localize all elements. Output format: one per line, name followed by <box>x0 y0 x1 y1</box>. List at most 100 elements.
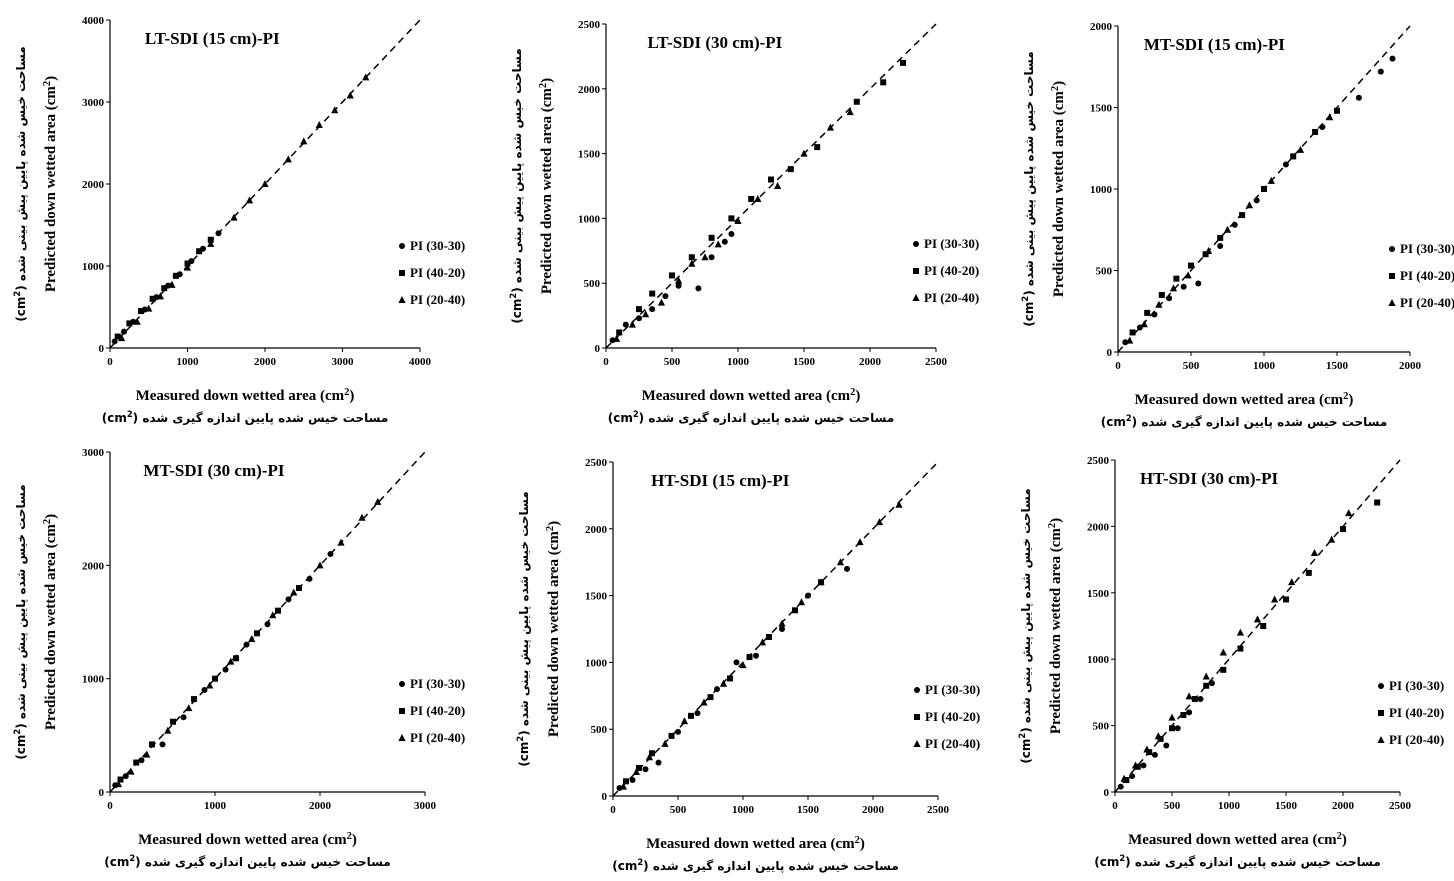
chart-title: HT-SDI (30 cm)-PI <box>1140 469 1279 488</box>
y-tick-label: 1000 <box>1087 654 1110 666</box>
data-point <box>145 304 153 312</box>
data-point <box>1166 295 1173 302</box>
data-point <box>778 619 786 627</box>
y-axis-label: Predicted down wetted area (cm2) <box>545 521 563 737</box>
data-point <box>754 194 762 202</box>
data-point <box>1202 251 1209 258</box>
series-square <box>1123 499 1381 784</box>
data-point <box>233 655 239 662</box>
data-point <box>1158 291 1165 298</box>
data-point <box>657 298 666 306</box>
legend-item: PI (30-30) <box>399 238 465 253</box>
data-point <box>805 592 811 599</box>
legend-item: PI (40-20) <box>914 709 980 724</box>
x-tick-label: 1000 <box>727 356 750 368</box>
legend-marker <box>914 687 920 693</box>
data-point <box>645 753 653 761</box>
x-axis-label-fa: مساحت خیس شده پایین اندازه گیری شده (cm2… <box>608 409 895 425</box>
legend-label: PI (30-30) <box>925 682 980 697</box>
data-point <box>728 215 735 222</box>
data-point <box>619 782 627 790</box>
data-point <box>895 500 903 508</box>
data-point <box>688 254 695 261</box>
y-axis-label-fa: مساحت خیس شده پایین پیش بینی شده (cm2) <box>1017 488 1033 763</box>
y-tick-label: 500 <box>1093 721 1110 733</box>
series-square <box>616 59 906 336</box>
data-point <box>800 149 808 157</box>
data-point <box>728 230 735 237</box>
legend-label: PI (20-40) <box>925 736 980 751</box>
data-point <box>846 108 854 116</box>
data-point <box>1197 696 1204 703</box>
y-tick-label: 1500 <box>1087 588 1110 600</box>
data-point <box>222 666 229 673</box>
data-point <box>122 773 129 780</box>
legend-label: PI (20-40) <box>410 730 465 745</box>
data-point <box>616 329 623 336</box>
data-point <box>779 626 785 632</box>
x-tick-label: 1000 <box>1253 360 1276 372</box>
data-point <box>1168 713 1176 721</box>
data-point <box>669 272 675 279</box>
data-point <box>161 285 168 292</box>
legend-label: PI (20-40) <box>410 292 465 307</box>
data-point <box>1140 762 1147 769</box>
y-tick-label: 2000 <box>82 560 105 572</box>
legend-item: PI (20-40) <box>1388 295 1454 310</box>
y-tick-label: 2000 <box>578 84 601 96</box>
data-point <box>1328 535 1336 543</box>
legend-label: PI (20-40) <box>924 290 979 305</box>
data-point <box>212 675 218 682</box>
data-point <box>358 513 366 521</box>
y-axis-label: Predicted down wetted area (cm2) <box>1047 518 1065 734</box>
x-tick-label: 1000 <box>204 800 227 812</box>
x-axis-label-fa: مساحت خیس شده پایین اندازه گیری شده (cm2… <box>102 409 389 425</box>
data-point <box>661 739 669 747</box>
data-point <box>248 635 256 642</box>
legend-marker <box>398 734 406 741</box>
y-tick-label: 1000 <box>1090 184 1113 196</box>
data-point <box>1220 666 1227 673</box>
data-point <box>628 320 636 328</box>
data-point <box>1217 234 1224 241</box>
data-point <box>1188 262 1194 269</box>
data-point <box>1180 283 1187 290</box>
data-point <box>721 238 728 245</box>
y-tick-label: 2000 <box>1090 21 1113 33</box>
y-axis-label-fa: مساحت خیس شده پایین پیش بینی شده (cm2) <box>12 484 28 759</box>
legend-label: PI (30-30) <box>410 238 465 253</box>
legend-item: PI (30-30) <box>399 676 465 691</box>
data-point <box>817 578 825 586</box>
x-tick-label: 3000 <box>332 356 355 368</box>
data-point <box>1186 709 1193 716</box>
data-point <box>629 776 636 783</box>
data-point <box>1169 284 1178 292</box>
y-axis-label-fa: مساحت خیس شده پایین پیش بینی شده (cm2) <box>12 46 28 321</box>
legend-item: PI (40-20) <box>399 265 465 280</box>
data-point <box>612 334 621 342</box>
x-tick-label: 0 <box>107 356 113 368</box>
data-point <box>1326 113 1334 121</box>
chart-panel-2: 0 500 1000 1500 2000 2500 0 500 1000 1500 2000 2500… <box>508 19 979 425</box>
data-point <box>1120 774 1128 782</box>
data-point <box>708 234 715 241</box>
legend-item: PI (30-30) <box>913 236 979 251</box>
data-point <box>184 260 191 267</box>
y-tick-label: 4000 <box>82 15 105 27</box>
x-tick-label: 2000 <box>309 800 332 812</box>
data-point <box>1237 645 1244 652</box>
legend-label: PI (30-30) <box>410 676 465 691</box>
data-point <box>719 679 728 687</box>
data-point <box>207 239 215 247</box>
data-point <box>632 767 640 775</box>
data-point <box>814 144 821 151</box>
data-point <box>1151 751 1158 758</box>
y-tick-label: 1000 <box>82 261 105 273</box>
data-point <box>636 315 642 322</box>
data-point <box>138 308 144 315</box>
y-axis-label-fa: مساحت خیس شده پایین پیش بینی شده (cm2) <box>1020 51 1036 326</box>
y-axis-label: Predicted down wetted area (cm2) <box>538 78 556 294</box>
legend-item: PI (20-40) <box>398 730 465 745</box>
data-point <box>254 630 260 637</box>
data-point <box>675 276 683 284</box>
